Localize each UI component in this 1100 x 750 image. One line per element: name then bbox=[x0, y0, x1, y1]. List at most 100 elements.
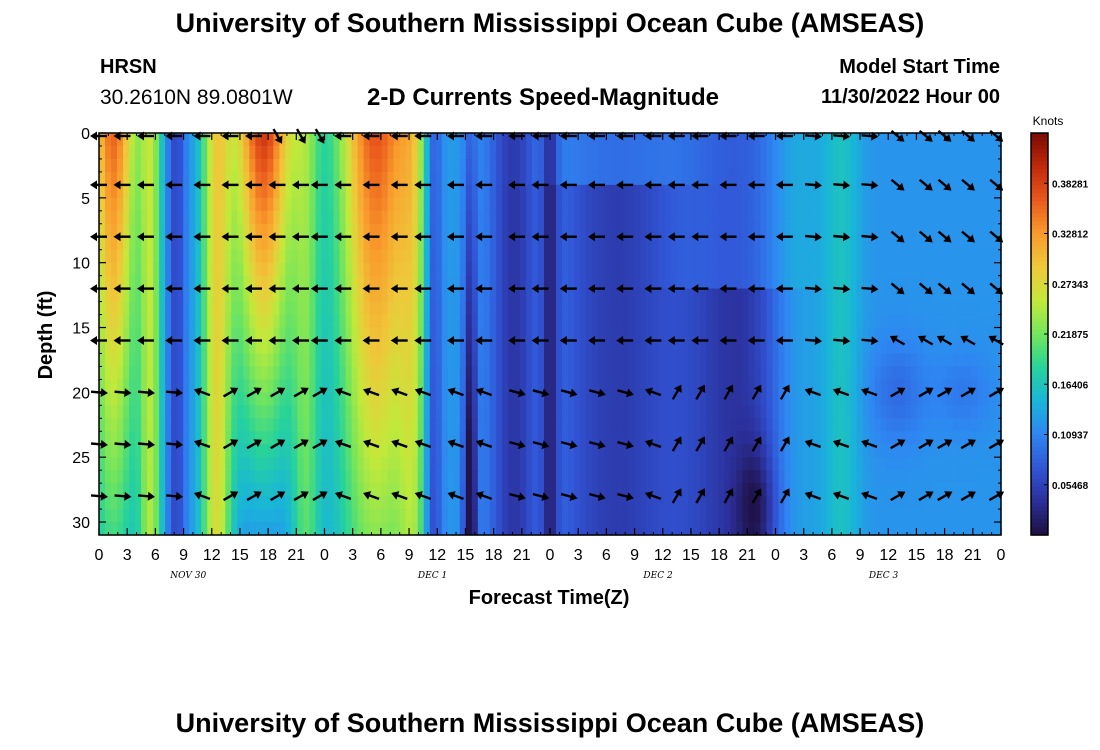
heatmap-cell bbox=[760, 366, 768, 380]
heatmap-cell bbox=[964, 457, 972, 471]
heatmap-cell bbox=[291, 483, 299, 497]
heatmap-cell bbox=[459, 210, 467, 225]
heatmap-cell bbox=[465, 249, 473, 264]
heatmap-cell bbox=[159, 340, 166, 355]
heatmap-cell bbox=[489, 379, 497, 393]
current-arrow bbox=[447, 336, 464, 345]
heatmap-cell bbox=[886, 249, 894, 264]
heatmap-cell bbox=[183, 223, 190, 238]
heatmap-cell bbox=[898, 496, 906, 510]
heatmap-cell bbox=[219, 470, 226, 484]
heatmap-cell bbox=[279, 509, 287, 523]
heatmap-cell bbox=[724, 366, 731, 380]
heatmap-cell bbox=[958, 405, 966, 419]
heatmap-cell bbox=[556, 392, 563, 406]
heatmap-cell bbox=[255, 236, 262, 251]
heatmap-cell bbox=[147, 133, 154, 147]
heatmap-cell bbox=[249, 301, 256, 316]
heatmap-cell bbox=[808, 366, 816, 380]
heatmap-cell bbox=[387, 496, 395, 510]
heatmap-cell bbox=[940, 197, 948, 212]
heatmap-cell bbox=[706, 210, 713, 225]
heatmap-cell bbox=[844, 366, 852, 380]
heatmap-cell bbox=[483, 509, 491, 523]
current-arrow bbox=[268, 232, 286, 242]
current-arrow bbox=[617, 492, 634, 501]
heatmap-cell bbox=[820, 483, 828, 497]
heatmap-cell bbox=[718, 275, 725, 290]
heatmap-cell bbox=[189, 223, 196, 238]
heatmap-cell bbox=[447, 249, 455, 264]
heatmap-cell bbox=[784, 340, 792, 355]
heatmap-cell bbox=[580, 223, 587, 238]
heatmap-cell bbox=[640, 288, 647, 303]
heatmap-cell bbox=[808, 314, 816, 329]
heatmap-cell bbox=[886, 418, 894, 432]
heatmap-cell bbox=[682, 236, 689, 251]
heatmap-cell bbox=[459, 133, 467, 147]
heatmap-cell bbox=[213, 275, 220, 290]
current-arrow bbox=[560, 388, 578, 398]
heatmap-cell bbox=[117, 184, 124, 199]
current-arrow bbox=[988, 439, 1005, 450]
heatmap-cell bbox=[760, 470, 768, 484]
heatmap-cell bbox=[778, 327, 786, 342]
current-arrow bbox=[310, 180, 328, 190]
heatmap-cell bbox=[952, 145, 960, 160]
heatmap-cell bbox=[345, 366, 353, 380]
heatmap-cell bbox=[507, 223, 515, 238]
heatmap-cell bbox=[483, 288, 491, 303]
heatmap-cell bbox=[213, 327, 220, 342]
heatmap-cell bbox=[207, 145, 214, 160]
heatmap-cell bbox=[243, 171, 250, 186]
heatmap-cell bbox=[453, 223, 461, 238]
heatmap-cell bbox=[219, 431, 226, 445]
heatmap-cell bbox=[910, 145, 918, 160]
heatmap-cell bbox=[225, 171, 232, 186]
heatmap-cell bbox=[802, 262, 810, 277]
heatmap-cell bbox=[111, 444, 118, 458]
heatmap-cell bbox=[513, 457, 521, 471]
heatmap-cell bbox=[291, 431, 299, 445]
heatmap-cell bbox=[910, 405, 918, 419]
heatmap-cell bbox=[333, 431, 341, 445]
heatmap-cell bbox=[628, 223, 635, 238]
current-arrow bbox=[890, 178, 905, 191]
heatmap-cell bbox=[495, 236, 503, 251]
heatmap-cell bbox=[105, 457, 112, 471]
heatmap-cell bbox=[742, 314, 750, 329]
heatmap-cell bbox=[327, 327, 335, 342]
heatmap-cell bbox=[369, 509, 377, 523]
heatmap-cell bbox=[333, 509, 341, 523]
heatmap-cell bbox=[117, 470, 124, 484]
heatmap-cell bbox=[327, 210, 335, 225]
heatmap-cell bbox=[808, 133, 816, 147]
heatmap-cell bbox=[321, 418, 329, 432]
heatmap-cell bbox=[537, 327, 545, 342]
current-arrow bbox=[695, 384, 706, 400]
heatmap-cell bbox=[261, 379, 268, 393]
heatmap-cell bbox=[363, 496, 371, 510]
heatmap-cell bbox=[231, 210, 238, 225]
heatmap-cell bbox=[345, 457, 353, 471]
heatmap-cell bbox=[838, 288, 846, 303]
heatmap-cell bbox=[634, 509, 641, 523]
x-tick-label: 6 bbox=[602, 547, 611, 564]
heatmap-cell bbox=[964, 288, 972, 303]
heatmap-cell bbox=[135, 327, 142, 342]
heatmap-cell bbox=[850, 197, 858, 212]
heatmap-cell bbox=[676, 301, 683, 316]
heatmap-cell bbox=[910, 236, 918, 251]
heatmap-cell bbox=[489, 301, 497, 316]
heatmap-cell bbox=[171, 418, 178, 432]
heatmap-cell bbox=[249, 509, 256, 523]
heatmap-cell bbox=[339, 275, 347, 290]
heatmap-cell bbox=[904, 457, 912, 471]
heatmap-cell bbox=[207, 184, 214, 199]
heatmap-cell bbox=[688, 483, 695, 497]
heatmap-cell bbox=[177, 223, 184, 238]
heatmap-cell bbox=[784, 444, 792, 458]
current-arrow bbox=[166, 491, 184, 501]
heatmap-cell bbox=[105, 327, 112, 342]
heatmap-cell bbox=[718, 327, 725, 342]
